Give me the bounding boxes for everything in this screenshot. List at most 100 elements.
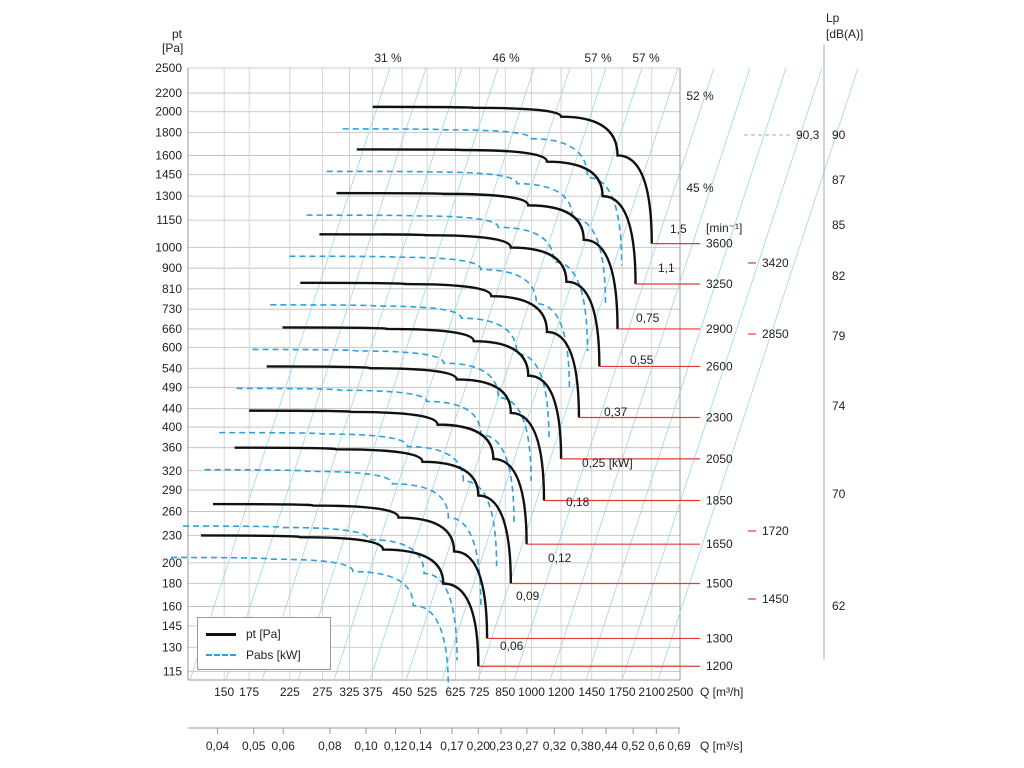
secondary-speed-label: 1720 xyxy=(762,524,789,538)
x-tick-label-h: 325 xyxy=(339,685,359,699)
legend-entry-pt: pt [Pa] xyxy=(206,627,281,641)
x-tick-label-h: 1750 xyxy=(609,685,636,699)
lp-tick-label: 82 xyxy=(832,269,846,283)
efficiency-diagonal xyxy=(585,67,787,681)
lp-tick-label: 87 xyxy=(832,173,846,187)
x-tick-label-h: 625 xyxy=(445,685,465,699)
efficiency-diagonal xyxy=(621,67,823,681)
efficiency-diagonal xyxy=(513,67,715,681)
pabs-curve-1650 xyxy=(219,431,498,567)
pabs-curve-1200 xyxy=(170,556,450,689)
y-tick-label: 1450 xyxy=(155,168,182,182)
efficiency-diagonal xyxy=(549,67,751,681)
y-tick-label: 400 xyxy=(162,420,182,434)
pt-curve-1500 xyxy=(234,446,513,584)
lp-tick-label: 70 xyxy=(832,487,846,501)
efficiency-diagonal xyxy=(477,67,679,681)
pabs-curve-2300 xyxy=(270,304,550,440)
x-tick-label-s: 0,52 xyxy=(621,739,645,753)
lp-axis-label: Lp xyxy=(826,11,840,25)
lp-tick-label: 85 xyxy=(832,218,846,232)
x-tick-label-s: 0,32 xyxy=(543,739,567,753)
speed-label: 2900 xyxy=(706,322,733,336)
x-tick-label-s: 0,10 xyxy=(354,739,378,753)
x-tick-label-h: 2500 xyxy=(667,685,694,699)
x-tick-label-h: 1000 xyxy=(518,685,545,699)
y-tick-label: 1000 xyxy=(155,241,182,255)
y-tick-label: 230 xyxy=(162,528,182,542)
efficiency-diagonal xyxy=(369,67,571,681)
power-label: 0,75 xyxy=(636,311,660,325)
y-tick-label: 900 xyxy=(162,261,182,275)
x-tick-label-s: 0,06 xyxy=(272,739,296,753)
x-tick-label-s: 0,38 xyxy=(571,739,595,753)
efficiency-diagonal xyxy=(405,67,607,681)
efficiency-diagonal xyxy=(657,67,859,681)
y-tick-label: 2200 xyxy=(155,86,182,100)
secondary-speed-label: 1450 xyxy=(762,592,789,606)
x-tick-label-s: 0,6 xyxy=(648,739,665,753)
efficiency-label: 45 % xyxy=(686,181,714,195)
y-tick-label: 1600 xyxy=(155,148,182,162)
efficiency-label: 57 % xyxy=(632,51,660,65)
speed-label: 3250 xyxy=(706,277,733,291)
power-label: 0,12 xyxy=(548,551,572,565)
y-tick-label: 540 xyxy=(162,361,182,375)
x-tick-label-h: 225 xyxy=(280,685,300,699)
y-tick-label: 130 xyxy=(162,640,182,654)
x-tick-label-s: 0,69 xyxy=(667,739,691,753)
y-tick-label: 290 xyxy=(162,483,182,497)
power-label: 0,25 [kW] xyxy=(582,456,633,470)
speed-label: 1650 xyxy=(706,537,733,551)
lp-tick-label: 79 xyxy=(832,329,846,343)
pabs-curve-1500 xyxy=(204,468,482,606)
power-label: 0,18 xyxy=(566,495,590,509)
y-tick-label: 360 xyxy=(162,441,182,455)
x-tick-label-s: 0,12 xyxy=(384,739,408,753)
y-tick-label: 320 xyxy=(162,464,182,478)
speed-label: 1200 xyxy=(706,659,733,673)
power-label: 1,1 xyxy=(658,261,675,275)
pt-curve-2300 xyxy=(300,281,581,418)
x-axis-label-h: Q [m³/h] xyxy=(700,685,743,699)
y-tick-label: 810 xyxy=(162,282,182,296)
y-tick-label: 145 xyxy=(162,619,182,633)
speed-unit-label: [min⁻¹] xyxy=(706,221,742,235)
efficiency-diagonal xyxy=(261,67,463,681)
y-axis-label: pt xyxy=(172,27,183,41)
x-tick-label-s: 0,04 xyxy=(206,739,230,753)
x-tick-label-h: 1450 xyxy=(578,685,605,699)
pt-curve-1200 xyxy=(200,534,480,667)
y-tick-label: 1300 xyxy=(155,189,182,203)
legend-label-pt: pt [Pa] xyxy=(246,627,281,641)
efficiency-diagonal xyxy=(333,67,535,681)
pabs-curve-1850 xyxy=(236,387,515,523)
efficiency-label: 57 % xyxy=(584,51,612,65)
legend-entry-pabs: Pabs [kW] xyxy=(206,648,301,662)
y-tick-label: 260 xyxy=(162,504,182,518)
pabs-curve-2050 xyxy=(252,348,532,481)
speed-label: 1850 xyxy=(706,493,733,507)
y-tick-label: 2500 xyxy=(155,61,182,75)
x-axis-label-s: Q [m³/s] xyxy=(700,739,743,753)
x-tick-label-h: 2100 xyxy=(638,685,665,699)
x-tick-label-h: 1200 xyxy=(548,685,575,699)
speed-label: 2600 xyxy=(706,359,733,373)
speed-label: 2050 xyxy=(706,452,733,466)
legend-swatch-dashed xyxy=(206,654,236,656)
y-tick-label: 440 xyxy=(162,401,182,415)
y-tick-label: 730 xyxy=(162,302,182,316)
efficiency-label: 46 % xyxy=(492,51,520,65)
efficiency-label: 31 % xyxy=(374,51,402,65)
pt-curve-1650 xyxy=(249,409,528,545)
pt-curve-2600 xyxy=(319,233,601,367)
x-tick-label-h: 450 xyxy=(392,685,412,699)
y-axis-unit: [Pa] xyxy=(162,41,183,55)
y-tick-label: 180 xyxy=(162,577,182,591)
power-label: 0,09 xyxy=(516,589,540,603)
x-tick-label-h: 150 xyxy=(214,685,234,699)
speed-label: 2300 xyxy=(706,410,733,424)
pt-curve-1850 xyxy=(266,365,546,501)
secondary-speed-label: 3420 xyxy=(762,256,789,270)
y-tick-label: 2000 xyxy=(155,105,182,119)
